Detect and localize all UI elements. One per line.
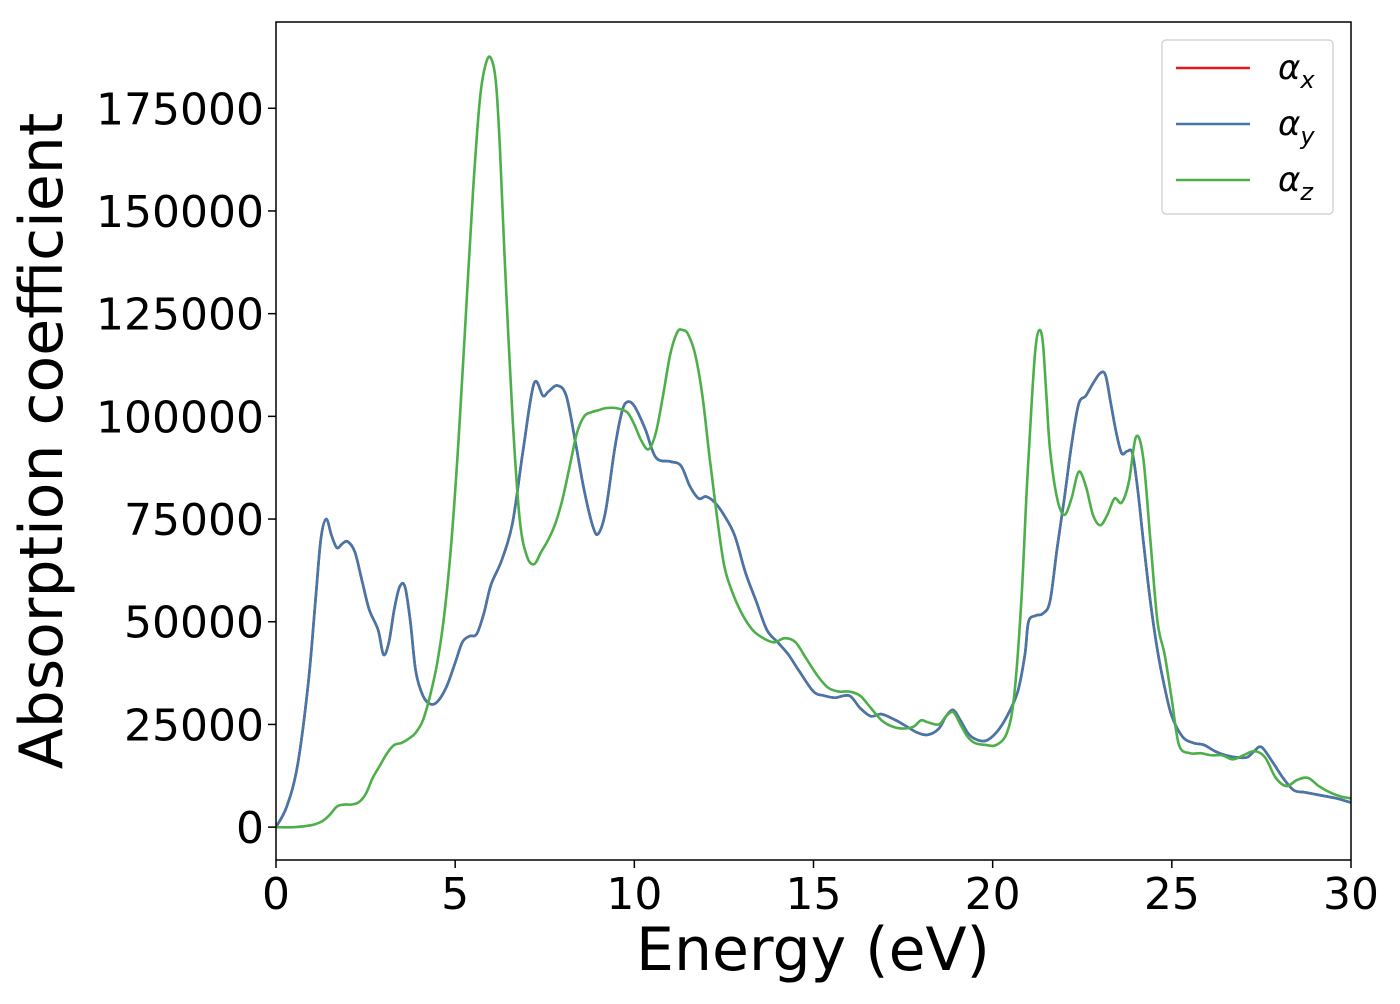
y-tick-label: 100000 xyxy=(96,392,264,443)
legend-box xyxy=(1161,39,1334,215)
x-axis: 0 5 10 15 20 25 30 xyxy=(262,860,1379,920)
x-tick-label: 20 xyxy=(965,869,1021,920)
y-tick-label: 50000 xyxy=(124,598,264,649)
series-line-x xyxy=(276,370,1351,829)
x-tick-label: 10 xyxy=(606,869,662,920)
y-tick-label: 175000 xyxy=(96,84,264,135)
series-layer xyxy=(276,55,1351,829)
series-line-z xyxy=(276,55,1351,829)
x-axis-title: Energy (eV) xyxy=(636,915,990,985)
y-axis: 0 25000 50000 75000 100000 125000 150000 175000 xyxy=(96,84,276,854)
y-tick-label: 150000 xyxy=(96,187,264,238)
x-tick-label: 25 xyxy=(1144,869,1200,920)
x-tick-label: 0 xyxy=(262,869,290,920)
y-axis-title: Absorption coefficient xyxy=(7,113,77,770)
x-tick-label: 5 xyxy=(441,869,469,920)
y-tick-label: 25000 xyxy=(124,700,264,751)
y-tick-label: 0 xyxy=(236,803,264,854)
x-tick-label: 15 xyxy=(786,869,842,920)
y-tick-label: 75000 xyxy=(124,495,264,546)
series-line-y xyxy=(276,370,1351,829)
x-tick-label: 30 xyxy=(1323,869,1379,920)
y-tick-label: 125000 xyxy=(96,290,264,341)
